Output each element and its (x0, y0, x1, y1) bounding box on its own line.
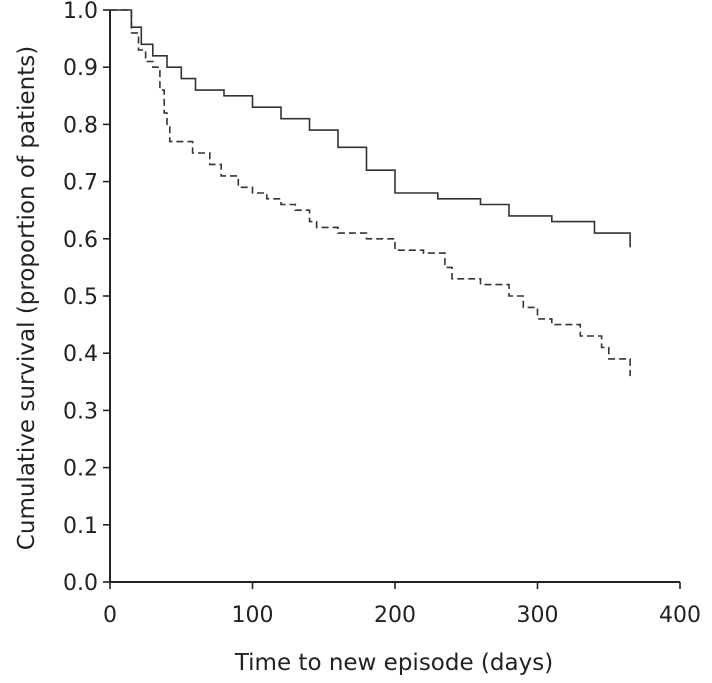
y-tick-label: 0.7 (63, 171, 98, 196)
y-tick-label: 0.9 (63, 56, 98, 81)
x-tick-label: 100 (232, 603, 274, 628)
x-tick-label: 0 (103, 603, 117, 628)
y-tick-label: 0.0 (63, 571, 98, 596)
survival-curve-dashed (110, 9, 631, 377)
y-axis-title: Cumulative survival (proportion of patie… (14, 46, 40, 550)
x-tick-label: 200 (374, 603, 416, 628)
y-tick-label: 0.5 (63, 285, 98, 310)
x-tick-label: 400 (659, 603, 701, 628)
y-tick-label: 0.3 (63, 399, 98, 424)
y-tick-label: 0.1 (63, 514, 98, 539)
y-tick-label: 0.2 (63, 457, 98, 482)
x-tick-label: 300 (517, 603, 559, 628)
x-axis-title: Time to new episode (days) (234, 650, 553, 676)
x-ticks: 0 100 200 300 400 (103, 582, 701, 628)
series-layer (110, 9, 631, 377)
y-axis-title-group: Cumulative survival (proportion of patie… (14, 46, 40, 550)
y-tick-label: 1.0 (63, 0, 98, 24)
y-tick-label: 0.8 (63, 113, 98, 138)
survival-curve-solid (110, 9, 631, 248)
axes (109, 10, 680, 583)
y-tick-label: 0.4 (63, 342, 98, 367)
y-tick-label: 0.6 (63, 228, 98, 253)
y-ticks: 0.0 0.1 0.2 0.3 0.4 0.5 0.6 0.7 0.8 0.9 1.0 (63, 0, 110, 596)
